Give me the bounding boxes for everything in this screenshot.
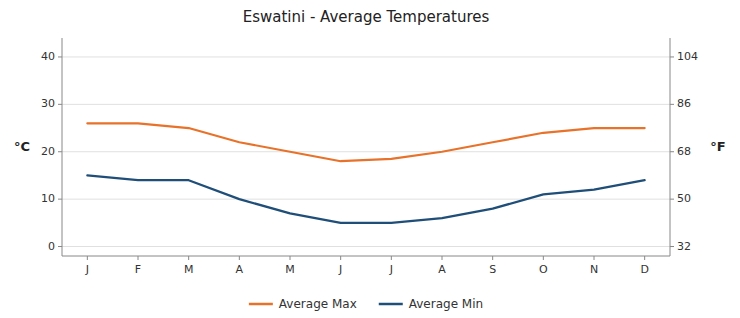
x-tick <box>442 256 443 260</box>
legend-item: Average Max <box>249 297 357 311</box>
x-tick <box>492 256 493 260</box>
x-tick-label: J <box>389 263 393 276</box>
grid-line <box>62 56 670 57</box>
y2-tick <box>670 246 674 247</box>
y-tick-label: 30 <box>41 97 55 110</box>
legend-swatch <box>379 303 403 306</box>
legend: Average Max Average Min <box>249 297 483 311</box>
y-tick <box>58 56 62 57</box>
y-tick-label: 20 <box>41 145 55 158</box>
y2-tick-label: 104 <box>677 50 698 63</box>
x-tick <box>644 256 645 260</box>
y2-tick-label: 32 <box>677 240 691 253</box>
legend-label: Average Max <box>279 297 357 311</box>
y-tick <box>58 104 62 105</box>
x-tick <box>87 256 88 260</box>
y2-tick-label: 50 <box>677 192 691 205</box>
y-tick-label: 40 <box>41 50 55 63</box>
x-tick-label: J <box>338 263 342 276</box>
y-tick <box>58 199 62 200</box>
x-tick <box>594 256 595 260</box>
x-tick-label: A <box>438 263 446 276</box>
axes: 0 10 20 30 40 32 50 68 86 104 J F M A M J J A S O N D <box>41 38 698 276</box>
y-tick-label: 10 <box>41 192 55 205</box>
y2-tick-label: 86 <box>677 97 691 110</box>
plot-area <box>87 123 644 223</box>
y-tick <box>58 151 62 152</box>
x-tick <box>239 256 240 260</box>
grid-line <box>62 199 670 200</box>
y2-tick <box>670 199 674 200</box>
y-tick <box>58 246 62 247</box>
x-tick <box>188 256 189 260</box>
x-tick <box>340 256 341 260</box>
y2-tick <box>670 104 674 105</box>
y2-axis-line <box>670 38 671 256</box>
grid-line <box>62 246 670 247</box>
line-series <box>87 123 644 161</box>
x-axis-line <box>62 256 670 257</box>
x-tick <box>391 256 392 260</box>
y-axis-label: °C <box>14 139 30 154</box>
y2-tick <box>670 151 674 152</box>
y2-tick-label: 68 <box>677 145 691 158</box>
x-tick-label: S <box>489 263 496 276</box>
x-tick-label: M <box>184 263 194 276</box>
x-tick <box>290 256 291 260</box>
y-axis-line <box>62 38 63 256</box>
title: Eswatini - Average Temperatures <box>243 8 490 26</box>
y2-tick <box>670 56 674 57</box>
x-tick-label: A <box>236 263 244 276</box>
legend-label: Average Min <box>409 297 483 311</box>
y2-axis-label: °F <box>710 139 725 154</box>
grid-line <box>62 151 670 152</box>
legend-swatch <box>249 303 273 306</box>
x-tick-label: J <box>85 263 89 276</box>
y-tick-label: 0 <box>48 240 55 253</box>
x-tick-label: D <box>640 263 648 276</box>
x-tick <box>543 256 544 260</box>
grid-line <box>62 104 670 105</box>
x-tick <box>138 256 139 260</box>
grid <box>62 57 670 247</box>
x-tick-label: O <box>539 263 548 276</box>
x-tick-label: M <box>285 263 295 276</box>
x-tick-label: N <box>590 263 598 276</box>
x-tick-label: F <box>135 263 141 276</box>
line-series <box>87 175 644 222</box>
legend-item: Average Min <box>379 297 483 311</box>
chart: 0 10 20 30 40 32 50 68 86 104 J F M A M J J A S O N D °C °F Eswa… <box>0 0 740 318</box>
